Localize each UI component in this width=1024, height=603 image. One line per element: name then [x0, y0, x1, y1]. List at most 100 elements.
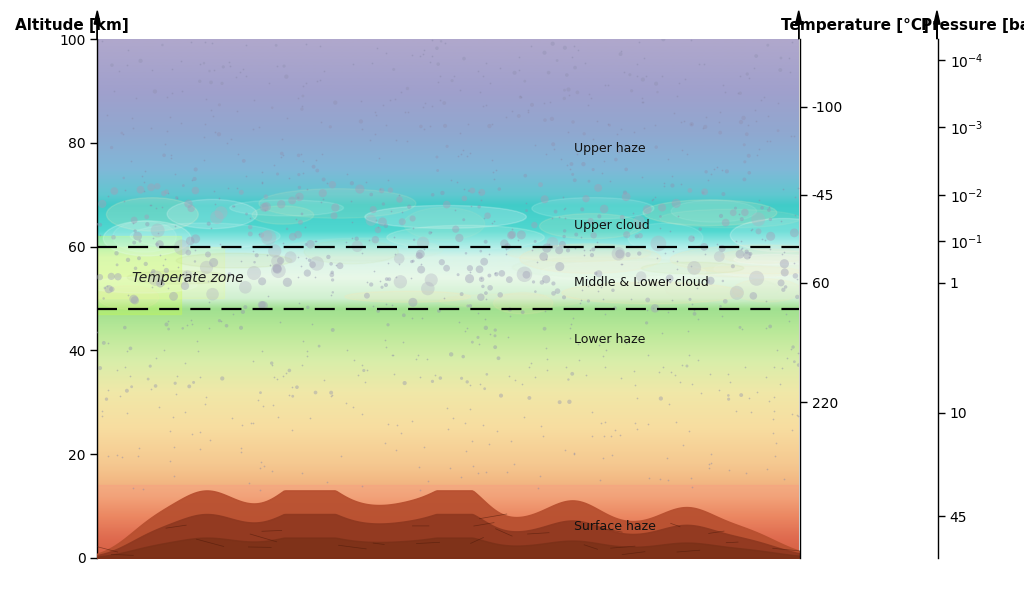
Point — [674, 360, 690, 370]
Point — [384, 350, 400, 359]
Point — [669, 265, 685, 274]
Point — [290, 93, 306, 103]
Point — [553, 154, 569, 163]
Bar — [97, 485, 799, 558]
Ellipse shape — [671, 245, 858, 274]
Point — [325, 325, 341, 335]
Point — [583, 216, 599, 226]
Point — [311, 341, 328, 351]
Point — [703, 458, 720, 468]
Point — [174, 86, 190, 96]
Point — [740, 393, 757, 403]
Point — [556, 232, 572, 241]
Point — [651, 223, 668, 233]
Point — [790, 274, 806, 284]
Point — [788, 411, 805, 420]
Point — [511, 52, 527, 62]
Point — [370, 306, 386, 316]
Point — [662, 274, 678, 283]
Point — [293, 261, 309, 271]
Point — [103, 143, 120, 153]
Point — [683, 35, 699, 45]
Point — [790, 292, 806, 302]
Point — [735, 113, 752, 123]
Point — [431, 95, 447, 104]
Point — [202, 66, 218, 76]
Point — [780, 53, 797, 63]
Point — [562, 164, 579, 174]
Point — [261, 78, 278, 87]
Point — [681, 350, 697, 359]
Point — [106, 186, 123, 196]
Point — [514, 308, 530, 317]
Point — [415, 49, 431, 58]
Point — [268, 256, 285, 266]
Point — [477, 323, 494, 333]
Point — [189, 336, 206, 346]
Point — [431, 306, 447, 316]
Point — [366, 266, 382, 276]
Point — [291, 170, 307, 180]
Point — [769, 346, 785, 355]
Point — [695, 59, 712, 69]
Point — [205, 289, 221, 299]
Point — [229, 150, 246, 159]
Point — [403, 50, 420, 60]
Point — [138, 212, 155, 222]
Point — [662, 277, 678, 287]
Point — [308, 156, 325, 165]
Point — [685, 232, 701, 242]
Point — [399, 84, 416, 93]
Point — [212, 239, 228, 249]
Point — [644, 194, 660, 203]
Point — [527, 140, 544, 150]
Point — [499, 467, 515, 477]
Ellipse shape — [167, 200, 257, 229]
Point — [701, 464, 718, 473]
Point — [655, 362, 672, 372]
Point — [715, 276, 731, 286]
Point — [761, 205, 777, 215]
Point — [387, 249, 403, 259]
Point — [652, 394, 669, 403]
Point — [395, 337, 412, 347]
Point — [177, 281, 194, 291]
Point — [645, 303, 662, 312]
Point — [321, 252, 337, 262]
Point — [580, 100, 596, 110]
Point — [393, 207, 410, 217]
Point — [100, 191, 117, 201]
Point — [135, 484, 152, 494]
Point — [147, 381, 164, 391]
Point — [563, 52, 580, 62]
Point — [299, 184, 315, 194]
Point — [588, 268, 604, 278]
Point — [406, 235, 422, 245]
Point — [436, 98, 453, 108]
Point — [170, 274, 186, 284]
Point — [103, 285, 120, 294]
Point — [308, 77, 325, 86]
Point — [506, 459, 522, 469]
Point — [438, 200, 455, 209]
Point — [132, 185, 148, 195]
Point — [281, 173, 297, 183]
Point — [603, 431, 620, 440]
Point — [144, 233, 161, 242]
Ellipse shape — [304, 240, 398, 264]
Point — [339, 169, 355, 178]
Point — [375, 217, 391, 227]
Point — [390, 259, 407, 269]
Point — [596, 80, 612, 89]
Ellipse shape — [542, 261, 706, 282]
Point — [536, 252, 552, 262]
Ellipse shape — [562, 282, 743, 304]
Point — [247, 257, 263, 267]
Point — [412, 371, 428, 381]
Point — [539, 365, 555, 374]
Point — [117, 185, 133, 195]
Point — [538, 274, 554, 284]
Point — [424, 101, 440, 111]
Point — [364, 58, 380, 68]
Point — [607, 155, 624, 165]
